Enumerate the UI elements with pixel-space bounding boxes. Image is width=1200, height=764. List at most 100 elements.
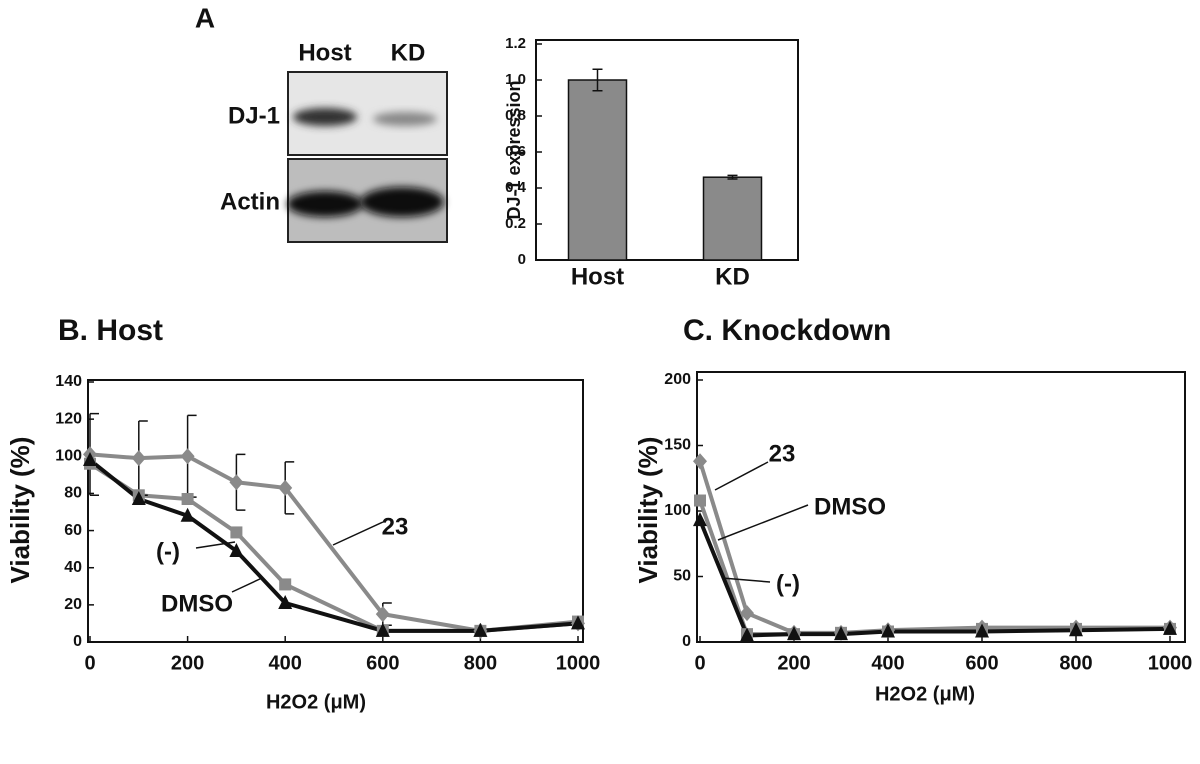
marker: [180, 507, 195, 522]
y-tick-label: 0: [682, 633, 691, 650]
y-tick-label: 0.6: [505, 143, 526, 160]
x-tick-label: 400: [269, 652, 302, 674]
row-label: DJ-1: [228, 102, 280, 129]
series-label: 23: [769, 440, 796, 467]
y-tick-label: 140: [55, 373, 82, 390]
marker: [131, 450, 146, 467]
y-tick-label: 50: [673, 568, 691, 585]
x-tick-label: 600: [965, 652, 998, 674]
western-blot: A Host KD DJ-1 Actin: [195, 2, 448, 243]
line-chart: C. Knockdown 0 50 100 150 200 0 200 400 600 800 100…: [633, 314, 1192, 705]
marker: [375, 622, 390, 637]
series-label: DMSO: [161, 590, 233, 617]
plot-frame: [87, 379, 584, 643]
marker: [83, 452, 97, 466]
marker: [1069, 622, 1083, 637]
marker: [881, 623, 895, 638]
marker: [787, 626, 801, 641]
marker: [694, 494, 706, 507]
y-tick-label: 40: [64, 559, 82, 576]
y-tick-label: 0.4: [505, 179, 527, 196]
marker: [571, 615, 585, 630]
series-line: [698, 519, 1171, 638]
x-tick-label: 0: [694, 652, 705, 674]
bar: [567, 79, 628, 261]
x-tick-label: 400: [871, 652, 904, 674]
blot-band: [373, 112, 437, 126]
y-tick-label: 100: [55, 448, 82, 465]
series-label: 23: [382, 513, 409, 540]
y-tick-label: 0.8: [505, 107, 526, 124]
marker: [834, 626, 848, 641]
chart-title: B. Host: [58, 314, 163, 347]
callout-line: [721, 577, 771, 583]
series-line: [89, 452, 579, 633]
chart-title: C. Knockdown: [683, 314, 891, 347]
x-tick-label: 800: [464, 652, 497, 674]
y-axis-label: Viability (%): [633, 437, 663, 584]
series-line: [698, 460, 1170, 635]
blot-band: [360, 187, 444, 217]
marker: [229, 474, 244, 491]
x-tick-label: Host: [571, 263, 624, 290]
x-tick-label: 0: [84, 652, 95, 674]
marker: [229, 543, 244, 557]
marker: [278, 479, 293, 496]
y-tick-label: 1.0: [505, 71, 526, 88]
y-tick-label: 0: [73, 633, 82, 650]
panel-label: A: [195, 2, 215, 33]
series-label: DMSO: [814, 493, 886, 520]
y-tick-label: 120: [55, 410, 82, 427]
marker: [693, 512, 707, 527]
x-tick-label: 200: [777, 652, 810, 674]
x-tick-label: 200: [171, 652, 204, 674]
marker: [279, 578, 292, 591]
marker: [740, 605, 754, 622]
y-tick-label: 1.2: [505, 35, 526, 52]
lane-label: KD: [391, 39, 426, 66]
error-bar: [592, 68, 603, 92]
y-tick-label: 150: [664, 437, 691, 454]
series-line: [698, 499, 1170, 637]
marker: [740, 627, 754, 642]
y-tick-label: 100: [664, 502, 691, 519]
y-tick-label: 80: [64, 485, 82, 502]
x-axis-label: H2O2 (μM): [266, 691, 366, 713]
x-tick-label: 1000: [1148, 652, 1193, 674]
row-label: Actin: [220, 188, 280, 215]
bar: [702, 176, 763, 261]
plot-frame: [696, 371, 1186, 643]
marker: [375, 606, 390, 623]
callout-line: [231, 577, 263, 593]
callout-line: [195, 541, 236, 549]
y-tick-label: 20: [64, 596, 82, 613]
marker: [278, 595, 293, 609]
marker: [473, 622, 488, 637]
marker: [975, 623, 989, 638]
y-tick-label: 60: [64, 522, 82, 539]
marker: [693, 453, 707, 470]
error-bar: [727, 174, 738, 180]
x-tick-label: 600: [366, 652, 399, 674]
marker: [180, 448, 195, 465]
x-tick-label: KD: [715, 263, 750, 290]
line-chart: B. Host 0 20 40 60 80 100 120 140 0 200 400 600 800 10…: [5, 314, 600, 713]
callout-line: [717, 504, 809, 541]
x-tick-label: 1000: [556, 652, 601, 674]
bar-chart: 0 0.2 0.4 0.6 0.8 1.0 1.2 DJ-1 expression Host KD: [504, 35, 799, 290]
lane-label: Host: [298, 39, 351, 66]
marker: [131, 491, 146, 505]
x-axis-label: H2O2 (μM): [875, 683, 975, 705]
blot-band: [287, 191, 363, 217]
y-tick-label: 200: [664, 371, 691, 388]
marker: [181, 493, 194, 505]
series-label: (-): [156, 538, 180, 565]
plot-frame: [535, 39, 799, 261]
marker: [1163, 620, 1177, 635]
y-axis-label: DJ-1 expression: [504, 80, 524, 219]
x-tick-label: 800: [1059, 652, 1092, 674]
series-line: [88, 458, 579, 633]
y-axis-label: Viability (%): [5, 437, 35, 584]
blot-band: [293, 108, 357, 126]
